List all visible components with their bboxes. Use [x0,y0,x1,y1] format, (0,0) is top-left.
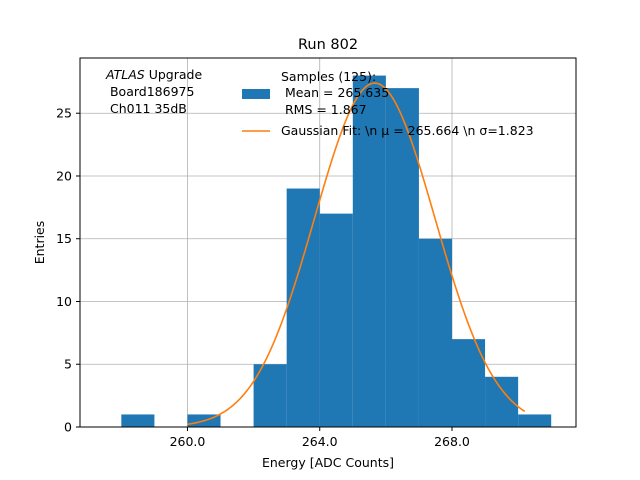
histogram-bar-2 [253,364,287,427]
histogram-bar-6 [385,88,419,428]
histogram-bar-0 [121,414,155,427]
legend-histogram-line-1: Samples (125): [281,69,376,84]
annotation-atlas-label: ATLAS [105,67,145,82]
x-tick-label-2: 268.0 [434,434,470,449]
y-tick-label-1: 5 [64,357,72,372]
x-tick-label-0: 260.0 [170,434,206,449]
histogram-bar-5 [352,75,386,428]
legend-fit-label: Gaussian Fit: \n μ = 265.664 \n σ=1.823 [281,123,534,138]
y-axis-label: Entries [32,221,47,265]
histogram-bar-7 [418,238,452,427]
y-tick-label-5: 25 [56,106,72,121]
histogram-bar-4 [319,213,353,427]
x-tick-label-1: 264.0 [302,434,338,449]
legend: Samples (125): Mean = 265.635 RMS = 1.86… [242,69,534,138]
histogram-bar-3 [286,188,320,427]
y-tick-label-0: 0 [64,420,72,435]
gaussian-fit-curve [187,82,526,426]
annotation-line-2: Board186975 [106,84,194,99]
atlas-annotation: ATLAS Upgrade Board186975 Ch011 35dB [105,67,202,116]
annotation-line-1: ATLAS Upgrade [105,67,202,82]
legend-histogram-line-3: RMS = 1.867 [281,102,367,117]
annotation-line-3: Ch011 35dB [106,101,187,116]
chart-title: Run 802 [298,37,358,53]
y-tick-label-2: 10 [56,294,72,309]
y-tick-label-3: 15 [56,231,72,246]
annotation-upgrade-label: Upgrade [145,67,203,82]
histogram-bar-8 [452,339,486,427]
y-axis-ticks: 0 5 10 15 20 25 [56,106,80,435]
histogram-bar-10 [518,414,552,427]
axes-frame [79,57,577,428]
x-axis-ticks: 260.0 264.0 268.0 [170,427,470,449]
x-axis-label: Energy [ADC Counts] [262,455,394,470]
legend-histogram-line-2: Mean = 265.635 [281,85,389,100]
y-tick-label-4: 20 [56,168,72,183]
legend-histogram-swatch [242,89,270,99]
